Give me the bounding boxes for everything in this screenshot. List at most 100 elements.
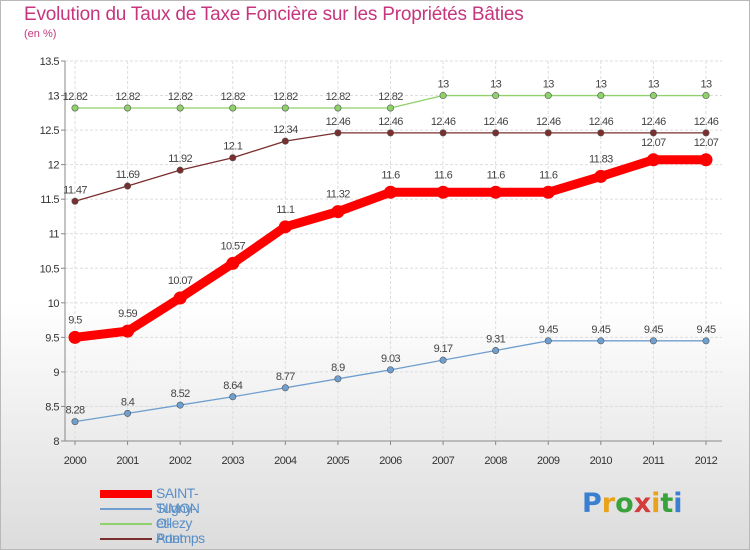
point-tugny-et-pont-2007 xyxy=(439,356,447,364)
data-label-ollezy-2006: 12.82 xyxy=(378,91,403,103)
data-label-artemps-2002: 11.92 xyxy=(168,153,192,165)
point-saint-simon-2002 xyxy=(173,291,187,305)
point-artemps-2010 xyxy=(597,129,605,137)
point-saint-simon-2012 xyxy=(699,153,713,167)
data-label-saint-simon-2004: 11.1 xyxy=(276,204,295,216)
x-tick-label-2007: 2007 xyxy=(432,455,455,467)
data-label-artemps-2010: 12.46 xyxy=(589,116,614,128)
point-ollezy-2012 xyxy=(702,92,710,100)
point-ollezy-2004 xyxy=(281,104,289,112)
point-artemps-2011 xyxy=(649,129,657,137)
legend-label-saint-simon: SAINT-SIMON xyxy=(156,485,200,516)
legend-label-artemps: Artemps xyxy=(156,530,205,546)
data-label-saint-simon-2005: 11.32 xyxy=(326,189,350,201)
point-artemps-2007 xyxy=(439,129,447,137)
point-ollezy-2008 xyxy=(492,92,500,100)
y-tick-label-6: 11 xyxy=(49,229,60,241)
data-label-saint-simon-2012: 12.07 xyxy=(694,137,719,149)
data-label-saint-simon-2006: 11.6 xyxy=(381,169,400,181)
point-artemps-2002 xyxy=(176,166,184,174)
data-label-artemps-2008: 12.46 xyxy=(483,116,508,128)
data-label-ollezy-2003: 12.82 xyxy=(220,91,245,103)
axes xyxy=(61,60,722,445)
y-tick-labels: 8 8.5 9 9.5 10 10.5 11 11.5 12 12.5 13 13.5 xyxy=(40,56,60,448)
x-tick-label-2001: 2001 xyxy=(116,455,139,467)
data-label-artemps-2005: 12.46 xyxy=(326,116,351,128)
point-tugny-et-pont-2011 xyxy=(649,337,657,345)
point-ollezy-2011 xyxy=(649,92,657,100)
x-tick-label-2003: 2003 xyxy=(222,455,245,467)
point-tugny-et-pont-2004 xyxy=(281,384,289,392)
point-ollezy-2009 xyxy=(544,92,552,100)
data-label-saint-simon-2009: 11.6 xyxy=(539,169,558,181)
data-label-artemps-2011: 12.46 xyxy=(641,116,666,128)
y-tick-label-8: 12 xyxy=(48,160,60,172)
x-tick-label-2005: 2005 xyxy=(327,455,350,467)
data-label-artemps-2006: 12.46 xyxy=(378,116,403,128)
legend-swatch-tugny-et-pont xyxy=(100,508,152,510)
data-label-saint-simon-2001: 9.59 xyxy=(118,308,137,320)
point-tugny-et-pont-2005 xyxy=(334,375,342,383)
proxiti-logo: Proxiti xyxy=(582,488,683,519)
point-saint-simon-2005 xyxy=(331,205,345,219)
x-tick-label-2000: 2000 xyxy=(64,455,87,467)
point-saint-simon-2006 xyxy=(384,185,397,199)
data-label-saint-simon-2010: 11.83 xyxy=(589,153,613,165)
x-tick-label-2004: 2004 xyxy=(274,455,297,467)
point-saint-simon-2004 xyxy=(278,220,292,234)
chart-title: Evolution du Taux de Taxe Foncière sur l… xyxy=(24,4,524,25)
data-label-saint-simon-2003: 10.57 xyxy=(220,240,245,252)
point-ollezy-2010 xyxy=(597,92,605,100)
point-saint-simon-2001 xyxy=(121,324,135,338)
data-label-tugny-et-pont-2008: 9.31 xyxy=(486,333,505,345)
legend-label-ollezy: Ollezy xyxy=(156,515,192,531)
data-label-ollezy-2007: 13 xyxy=(438,79,450,91)
data-label-saint-simon-2000: 9.5 xyxy=(68,314,82,326)
point-saint-simon-2003 xyxy=(226,256,240,270)
x-tick-label-2012: 2012 xyxy=(695,455,718,467)
chart-unit-label: (en %) xyxy=(24,28,57,40)
y-tick-label-4: 10 xyxy=(48,298,60,310)
data-label-tugny-et-pont-2001: 8.4 xyxy=(121,396,135,408)
data-label-saint-simon-2008: 11.6 xyxy=(487,169,506,181)
y-tick-label-3: 9.5 xyxy=(45,332,59,344)
data-label-ollezy-2000: 12.82 xyxy=(63,91,88,103)
data-label-artemps-2012: 12.46 xyxy=(694,116,719,128)
point-tugny-et-pont-2008 xyxy=(492,346,500,354)
data-label-tugny-et-pont-2003: 8.64 xyxy=(223,380,242,392)
point-ollezy-2001 xyxy=(124,104,132,112)
x-tick-label-2002: 2002 xyxy=(169,455,192,467)
legend-swatch-ollezy xyxy=(100,523,152,525)
data-label-tugny-et-pont-2011: 9.45 xyxy=(644,324,663,336)
point-artemps-2012 xyxy=(702,129,710,137)
data-label-tugny-et-pont-2002: 8.52 xyxy=(171,388,190,400)
point-ollezy-2002 xyxy=(176,104,184,112)
point-tugny-et-pont-2000 xyxy=(71,418,79,426)
x-tick-label-2011: 2011 xyxy=(643,455,665,467)
y-tick-label-9: 12.5 xyxy=(40,125,60,137)
data-label-saint-simon-2007: 11.6 xyxy=(434,169,453,181)
data-label-tugny-et-pont-2010: 9.45 xyxy=(591,324,610,336)
data-labels: 8.28 8.4 8.52 8.64 8.77 8.9 9.03 9.17 9.31 9.45 9.… xyxy=(63,79,720,417)
data-label-tugny-et-pont-2012: 9.45 xyxy=(696,324,715,336)
data-label-artemps-2003: 12.1 xyxy=(223,141,242,153)
y-tick-label-10: 13 xyxy=(48,91,60,103)
point-tugny-et-pont-2009 xyxy=(544,337,552,345)
point-artemps-2001 xyxy=(124,182,132,190)
data-label-tugny-et-pont-2000: 8.28 xyxy=(65,405,84,417)
point-tugny-et-pont-2012 xyxy=(702,337,710,345)
data-label-ollezy-2010: 13 xyxy=(595,79,607,91)
point-saint-simon-2008 xyxy=(489,185,503,199)
point-ollezy-2005 xyxy=(334,104,342,112)
point-artemps-2009 xyxy=(544,129,552,137)
data-label-ollezy-2012: 13 xyxy=(700,79,712,91)
data-label-artemps-2001: 11.69 xyxy=(116,169,140,181)
data-label-tugny-et-pont-2006: 9.03 xyxy=(381,353,400,365)
point-saint-simon-2009 xyxy=(541,185,555,199)
point-ollezy-2006 xyxy=(386,104,394,112)
point-saint-simon-2010 xyxy=(594,169,608,183)
point-ollezy-2007 xyxy=(439,92,447,100)
x-tick-label-2008: 2008 xyxy=(484,455,507,467)
data-label-ollezy-2005: 12.82 xyxy=(326,91,351,103)
